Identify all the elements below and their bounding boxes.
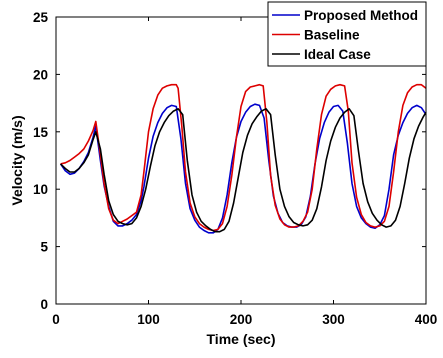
series-line-ideal-case [60, 108, 427, 233]
legend-label-proposed-method: Proposed Method [304, 8, 418, 23]
plot-lines [59, 83, 427, 234]
y-tick-label: 5 [40, 240, 48, 255]
x-tick-label: 200 [230, 312, 253, 327]
y-tick-label: 20 [33, 67, 48, 82]
y-axis-title: Velocity (m/s) [9, 115, 25, 205]
x-tick-label: 0 [52, 312, 60, 327]
x-axis-title: Time (sec) [207, 331, 276, 347]
x-tick-label: 300 [322, 312, 345, 327]
legend-label-ideal-case: Ideal Case [304, 47, 371, 62]
y-tick-label: 10 [33, 182, 48, 197]
legend-label-baseline: Baseline [304, 28, 360, 43]
y-tick-label: 0 [40, 297, 48, 312]
x-tick-label: 400 [415, 312, 438, 327]
series-line-proposed-method [59, 103, 427, 234]
y-tick-label: 15 [33, 125, 49, 140]
legend: Proposed Method Baseline Ideal Case [267, 1, 427, 67]
x-tick-label: 100 [137, 312, 160, 327]
tick-labels: 0 100 200 300 400 0 5 10 15 20 25 [33, 10, 437, 327]
y-tick-label: 25 [33, 10, 49, 25]
